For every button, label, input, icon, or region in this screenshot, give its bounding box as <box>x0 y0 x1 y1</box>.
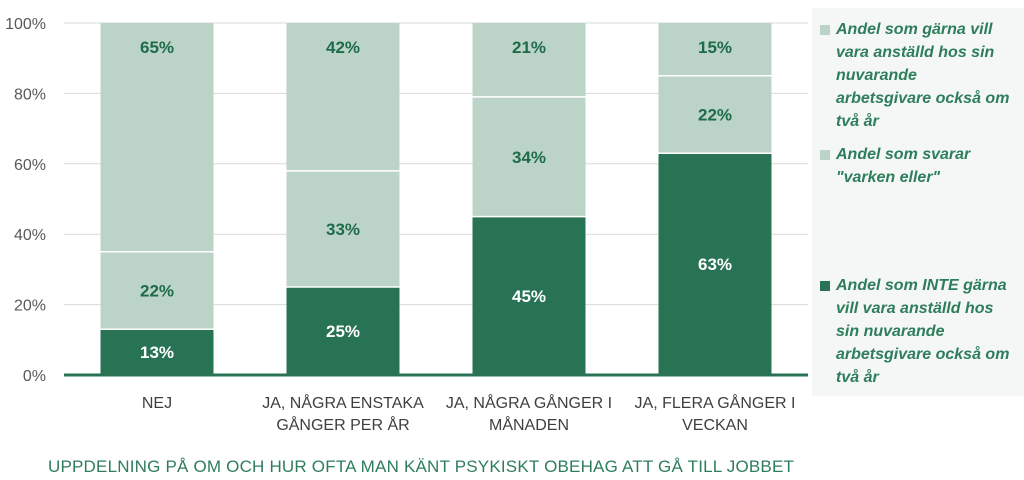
legend-item-positive: Andel som gärna vill vara anställd hos s… <box>820 18 1020 133</box>
data-label: 22% <box>698 106 732 125</box>
bar-segment <box>472 96 586 217</box>
legend-label: Andel som gärna vill vara anställd hos s… <box>836 21 1010 130</box>
x-tick-label: JA, FLERA GÅNGER I VECKAN <box>635 393 796 434</box>
bar-segment <box>658 75 772 154</box>
data-label: 65% <box>140 38 174 57</box>
bar-segment <box>100 329 214 375</box>
bar-segment <box>472 23 586 97</box>
bar-segment <box>100 23 214 252</box>
bars <box>100 23 772 375</box>
data-label: 21% <box>512 38 546 57</box>
bar-segment <box>100 251 214 330</box>
legend-item-negative: Andel som INTE gärna vill vara anställd … <box>820 274 1020 389</box>
bar-segment <box>286 287 400 375</box>
y-tick-label: 0% <box>23 368 46 385</box>
x-tick-label: JA, NÅGRA ENSTAKA GÅNGER PER ÅR <box>262 393 424 434</box>
data-label: 42% <box>326 38 360 57</box>
x-axis-title: UPPDELNING PÅ OM OCH HUR OFTA MAN KÄNT P… <box>48 457 794 476</box>
bar-segment <box>286 23 400 171</box>
bar-segment <box>286 170 400 287</box>
legend-swatch <box>820 281 830 291</box>
data-label: 33% <box>326 220 360 239</box>
x-tick-label: NEJ <box>142 395 172 412</box>
legend-swatch <box>820 150 830 160</box>
y-tick-label: 40% <box>14 227 46 244</box>
y-axis-ticks: 0% 20% 40% 60% 80% 100% <box>5 16 46 385</box>
data-label: 15% <box>698 38 732 57</box>
data-label: 22% <box>140 282 174 301</box>
legend-label: Andel som INTE gärna vill vara anställd … <box>836 277 1010 386</box>
data-label: 63% <box>698 255 732 274</box>
bar-segment <box>658 23 772 76</box>
y-tick-label: 60% <box>14 157 46 174</box>
legend: Andel som gärna vill vara anställd hos s… <box>812 8 1024 396</box>
legend-item-neutral: Andel som svarar "varken eller" <box>820 143 1020 189</box>
y-tick-label: 20% <box>14 298 46 315</box>
legend-swatch <box>820 25 830 35</box>
legend-label: Andel som svarar "varken eller" <box>836 146 971 186</box>
bar-segment <box>472 216 586 375</box>
data-label: 34% <box>512 148 546 167</box>
data-label: 45% <box>512 287 546 306</box>
data-label: 25% <box>326 322 360 341</box>
x-tick-label: JA, NÅGRA GÅNGER I MÅNADEN <box>446 393 612 434</box>
data-labels: 13% 22% 65% 25% 33% 42% 45% 34% 21% 63% 22% 15% <box>140 38 732 362</box>
data-label: 13% <box>140 343 174 362</box>
bar-segment <box>658 153 772 375</box>
y-tick-label: 80% <box>14 86 46 103</box>
y-tick-label: 100% <box>5 16 46 33</box>
x-axis-ticks: NEJ JA, NÅGRA ENSTAKA GÅNGER PER ÅR JA, NÅG… <box>142 393 796 434</box>
